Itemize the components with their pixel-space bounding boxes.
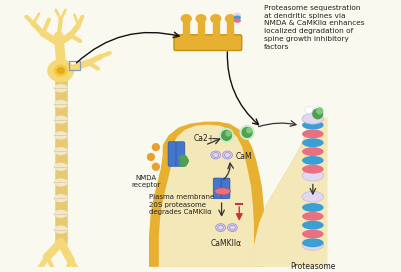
Ellipse shape xyxy=(302,221,324,230)
Ellipse shape xyxy=(196,15,206,23)
Circle shape xyxy=(152,144,159,151)
Text: Ca2+: Ca2+ xyxy=(194,134,215,143)
Bar xyxy=(183,21,189,37)
Ellipse shape xyxy=(48,60,73,81)
Ellipse shape xyxy=(54,211,67,217)
Polygon shape xyxy=(159,125,254,267)
Ellipse shape xyxy=(314,106,322,113)
Ellipse shape xyxy=(54,85,67,92)
Ellipse shape xyxy=(302,165,324,174)
Text: CaMKIIα: CaMKIIα xyxy=(211,239,242,248)
Ellipse shape xyxy=(302,239,324,250)
Ellipse shape xyxy=(54,148,67,154)
Bar xyxy=(227,21,233,37)
Ellipse shape xyxy=(215,188,231,195)
Ellipse shape xyxy=(305,106,313,113)
Ellipse shape xyxy=(180,161,187,166)
FancyBboxPatch shape xyxy=(213,178,222,199)
Circle shape xyxy=(222,131,231,140)
Ellipse shape xyxy=(54,163,67,170)
Text: Proteasome sequestration
at dendritic spines via
NMDA & CaMKIIα enhances
localiz: Proteasome sequestration at dendritic sp… xyxy=(264,5,364,50)
Ellipse shape xyxy=(227,224,237,231)
Circle shape xyxy=(247,128,251,133)
Circle shape xyxy=(240,126,254,139)
Ellipse shape xyxy=(302,170,324,181)
Text: NMDA
receptor: NMDA receptor xyxy=(132,175,161,188)
Ellipse shape xyxy=(302,121,324,129)
Ellipse shape xyxy=(302,138,324,147)
Circle shape xyxy=(220,128,233,142)
Ellipse shape xyxy=(54,101,67,107)
Ellipse shape xyxy=(180,156,187,160)
Ellipse shape xyxy=(181,15,191,23)
Ellipse shape xyxy=(302,191,324,202)
Ellipse shape xyxy=(234,13,240,16)
Ellipse shape xyxy=(54,179,67,186)
Circle shape xyxy=(313,109,323,119)
Circle shape xyxy=(242,128,252,137)
Ellipse shape xyxy=(234,19,240,22)
Ellipse shape xyxy=(302,113,324,124)
Circle shape xyxy=(226,131,231,136)
Ellipse shape xyxy=(225,15,235,23)
Bar xyxy=(69,61,80,70)
Circle shape xyxy=(317,108,323,114)
Ellipse shape xyxy=(234,16,240,19)
Ellipse shape xyxy=(302,147,324,156)
Bar xyxy=(198,21,204,37)
FancyBboxPatch shape xyxy=(168,142,177,166)
Text: Plasma membrane
20S proteasome
degrades CaMKIIα: Plasma membrane 20S proteasome degrades … xyxy=(149,194,214,215)
Ellipse shape xyxy=(302,203,324,212)
Ellipse shape xyxy=(302,212,324,221)
Ellipse shape xyxy=(223,151,233,159)
Ellipse shape xyxy=(211,151,221,159)
Polygon shape xyxy=(149,122,265,267)
Ellipse shape xyxy=(54,226,67,233)
Ellipse shape xyxy=(54,116,67,123)
FancyBboxPatch shape xyxy=(221,178,230,199)
Ellipse shape xyxy=(211,15,221,23)
Bar xyxy=(213,21,219,37)
Ellipse shape xyxy=(54,65,67,76)
Polygon shape xyxy=(254,118,328,267)
Ellipse shape xyxy=(302,238,324,247)
Circle shape xyxy=(152,163,159,170)
FancyBboxPatch shape xyxy=(174,35,242,51)
Ellipse shape xyxy=(57,68,64,74)
Ellipse shape xyxy=(54,195,67,202)
Ellipse shape xyxy=(302,129,324,138)
Ellipse shape xyxy=(302,156,324,165)
Text: CaM: CaM xyxy=(235,153,252,162)
Polygon shape xyxy=(254,118,328,267)
FancyBboxPatch shape xyxy=(176,142,185,166)
Circle shape xyxy=(148,153,154,160)
Ellipse shape xyxy=(54,132,67,139)
Ellipse shape xyxy=(180,157,188,164)
Ellipse shape xyxy=(216,224,225,231)
Text: Proteasome: Proteasome xyxy=(290,262,336,271)
Ellipse shape xyxy=(302,230,324,238)
